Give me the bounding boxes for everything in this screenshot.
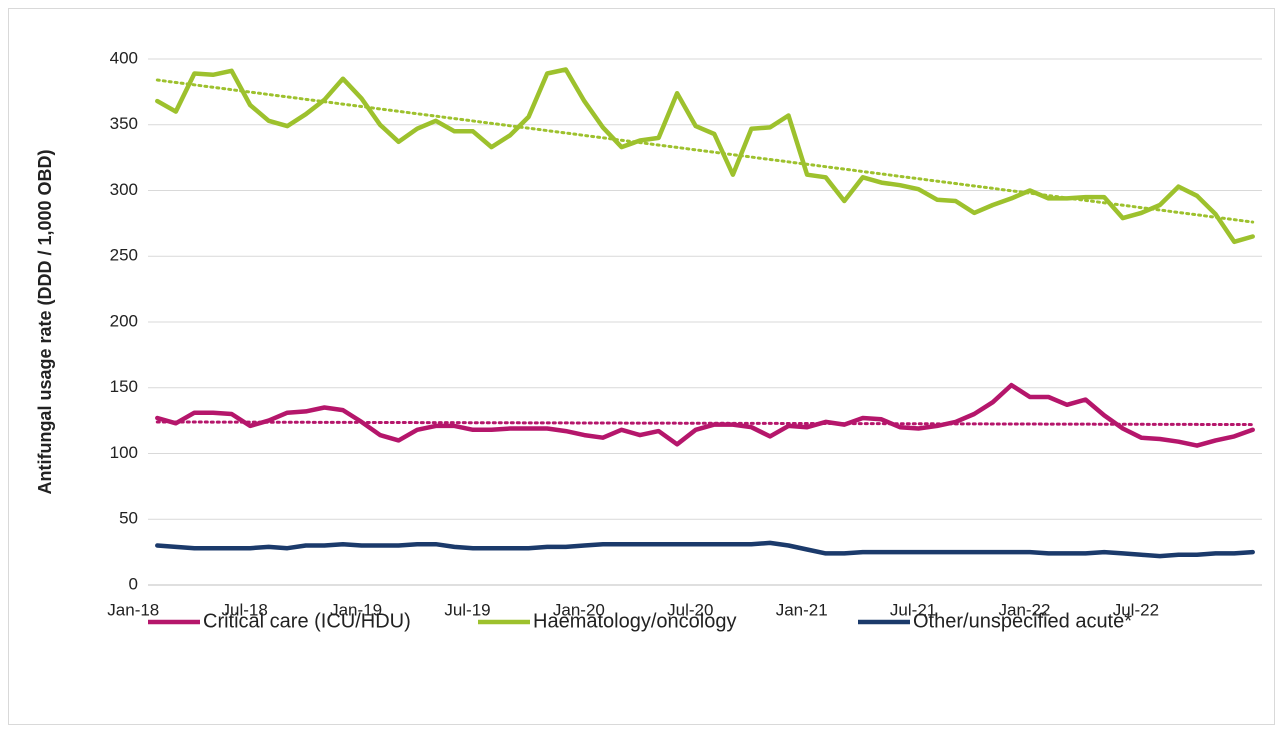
series-line: [155, 67, 1255, 245]
x-tick-label: Jul-19: [444, 600, 490, 619]
y-tick-label: 200: [110, 311, 138, 330]
x-tick-label: Jan-22: [998, 600, 1050, 619]
legend-label: Other/unspecified acute*: [913, 610, 1132, 632]
y-tick-label: 400: [110, 48, 138, 67]
x-tick-label: Jul-18: [222, 600, 268, 619]
x-tick-label: Jan-21: [776, 600, 828, 619]
series-line: [155, 540, 1255, 559]
legend-label: Haematology/oncology: [533, 610, 736, 632]
x-tick-label: Jan-20: [553, 600, 605, 619]
y-tick-label: 350: [110, 114, 138, 133]
y-tick-label: 100: [110, 443, 138, 462]
y-tick-label: 50: [119, 509, 138, 528]
legend-label: Critical care (ICU/HDU): [203, 610, 411, 632]
series-line: [155, 382, 1255, 448]
y-tick-label: 250: [110, 246, 138, 265]
y-tick-label: 0: [129, 574, 138, 593]
x-tick-label: Jul-20: [667, 600, 713, 619]
y-tick-label: 150: [110, 377, 138, 396]
trend-line: [155, 420, 1255, 427]
x-tick-label: Jan-19: [330, 600, 382, 619]
x-tick-label: Jul-21: [890, 600, 936, 619]
y-axis-label: Antifungal usage rate (DDD / 1,000 OBD): [35, 149, 55, 494]
x-tick-label: Jan-18: [107, 600, 159, 619]
x-tick-label: Jul-22: [1113, 600, 1159, 619]
chart-border: [8, 8, 1275, 725]
y-tick-label: 300: [110, 180, 138, 199]
